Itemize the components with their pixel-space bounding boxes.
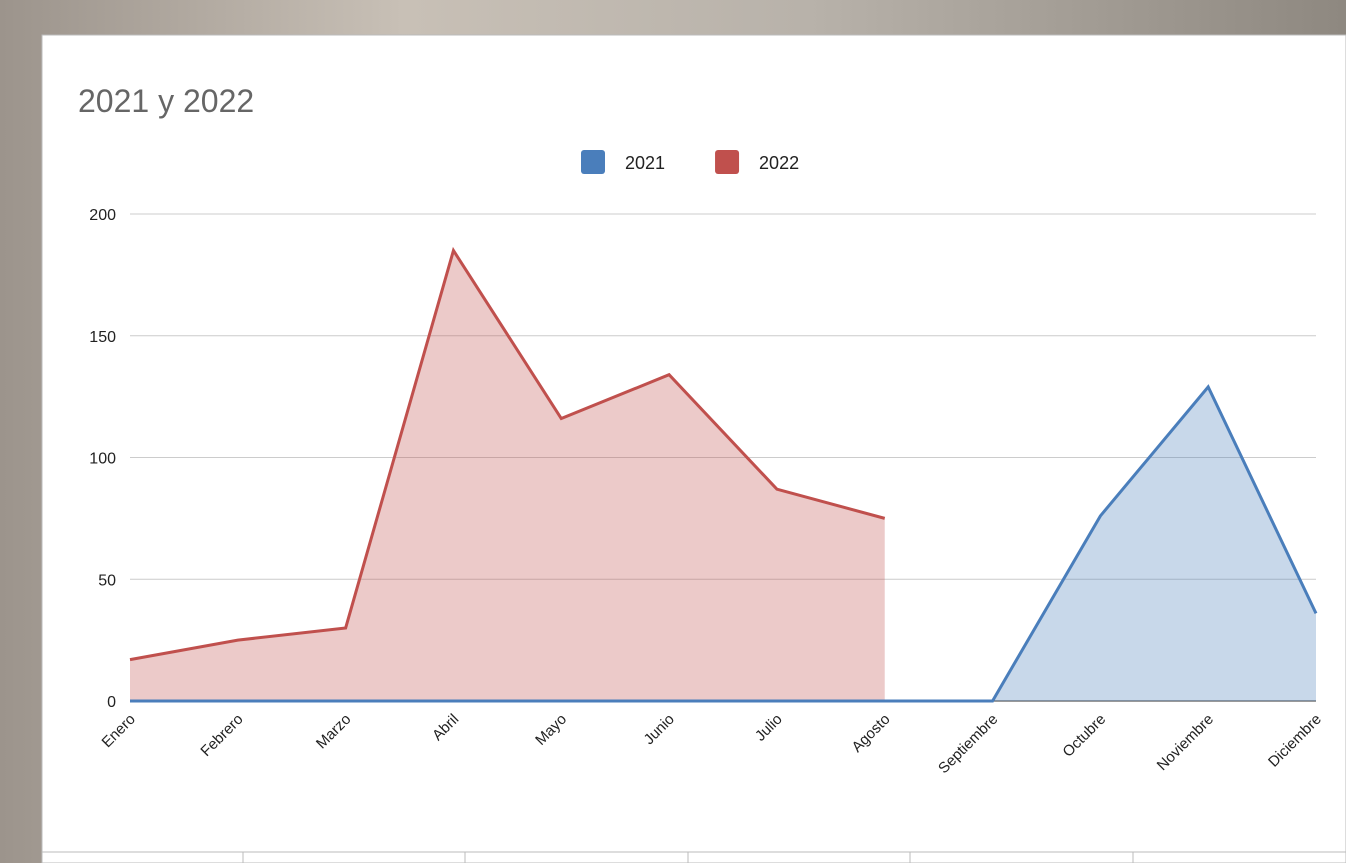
area-fill <box>130 250 885 701</box>
area-fill <box>130 386 1316 701</box>
y-tick-label: 50 <box>98 572 116 589</box>
legend-swatch <box>581 150 605 174</box>
line <box>130 384 1318 703</box>
y-tick-label: 100 <box>89 451 116 468</box>
legend-swatch <box>715 150 740 174</box>
chart-title: 2021 y 2022 <box>78 83 254 119</box>
table-separators <box>242 852 1134 863</box>
legend-label: 2021 <box>625 153 665 173</box>
line <box>129 246 886 662</box>
legend-label: 2022 <box>759 153 799 173</box>
card <box>41 34 1346 863</box>
y-tick-label: 150 <box>89 329 116 346</box>
y-tick-label: 0 <box>107 694 116 711</box>
y-tick-label: 200 <box>89 207 116 224</box>
